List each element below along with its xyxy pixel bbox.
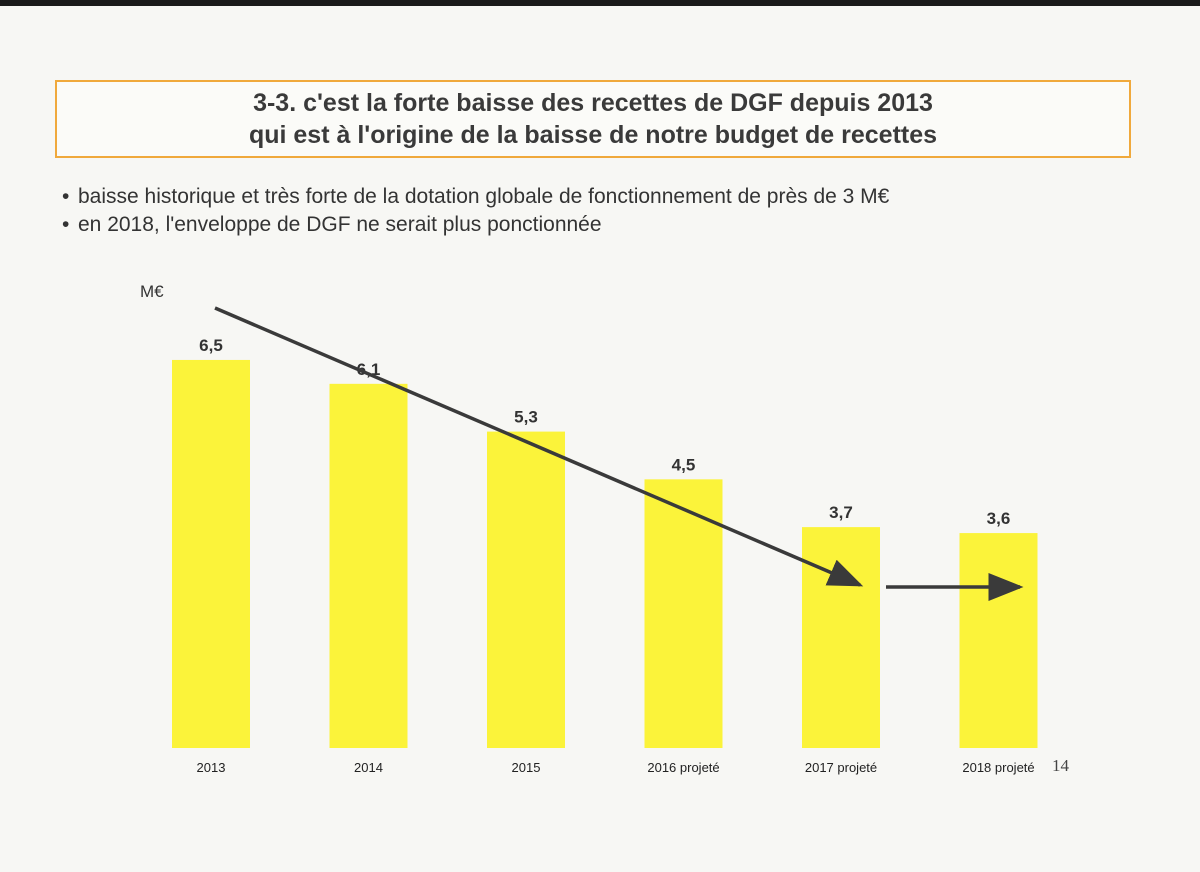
bar-2014 [329, 383, 408, 748]
x-tick-label: 2018 projeté [962, 760, 1034, 775]
bar-2017-projeté [802, 527, 880, 748]
page-number: 14 [1052, 756, 1069, 775]
bullet-dot-icon: • [62, 185, 70, 208]
data-label: 5,3 [514, 408, 538, 427]
bar-2013 [172, 359, 250, 748]
slide-title-box: 3-3. c'est la forte baisse des recettes … [55, 80, 1131, 158]
data-label: 3,6 [987, 509, 1011, 528]
data-label: 3,7 [829, 503, 853, 522]
trend-arrow-down [214, 306, 864, 587]
y-unit-label: M€ [140, 282, 164, 301]
bullet-text-2: en 2018, l'enveloppe de DGF ne serait pl… [78, 213, 602, 236]
data-label: 4,5 [672, 455, 696, 474]
scan-top-edge [0, 0, 1200, 6]
bullet-list: • baisse historique et très forte de la d… [62, 183, 889, 239]
bullet-item-2: • en 2018, l'enveloppe de DGF ne serait p… [62, 211, 889, 239]
bar-2015 [487, 431, 565, 748]
bars-group: 6,5 2013 6,1 2014 5,3 2015 4,5 2016 projeté 3,7 2… [172, 336, 1038, 775]
bullet-dot-icon: • [62, 213, 70, 236]
x-tick-label: 2016 projeté [647, 760, 719, 775]
bar-2018-projeté [959, 533, 1038, 748]
bullet-text-1: baisse historique et très forte de la do… [78, 185, 890, 208]
bar-2016-projeté [644, 479, 723, 748]
x-tick-label: 2015 [512, 760, 541, 775]
data-label: 6,1 [357, 360, 381, 379]
x-tick-label: 2013 [197, 760, 226, 775]
x-tick-label: 2017 projeté [805, 760, 877, 775]
title-line-1: 3-3. c'est la forte baisse des recettes … [253, 89, 933, 117]
bullet-item-1: • baisse historique et très forte de la d… [62, 183, 889, 211]
x-tick-label: 2014 [354, 760, 383, 775]
title-line-2: qui est à l'origine de la baisse de notr… [248, 121, 938, 149]
data-label: 6,5 [199, 336, 223, 355]
